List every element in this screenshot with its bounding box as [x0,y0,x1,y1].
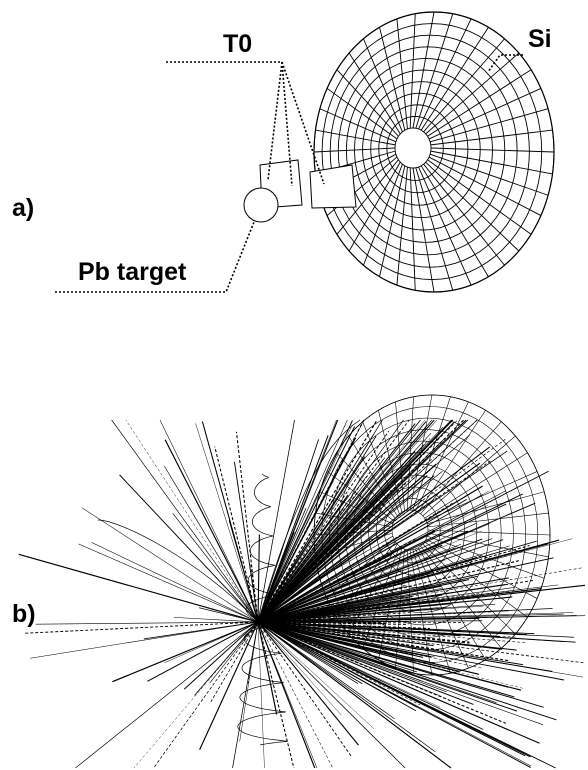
callout-label: Pb target [78,258,187,286]
track [173,514,258,622]
silicon-detector [314,12,554,292]
track [78,544,258,622]
track [164,622,258,663]
target [244,188,278,222]
panel-label: b) [12,600,36,628]
track [36,622,258,624]
panel-label: a) [12,194,34,222]
panel-a: T0 Si Pb target a) [12,12,554,292]
leader-line [166,62,324,186]
callout-label: Si [528,25,552,53]
track [112,420,258,622]
track [75,622,258,768]
track [165,440,258,622]
track [112,622,258,682]
track [236,432,258,622]
track [258,535,259,622]
callout-label: T0 [223,30,252,58]
t0-detector [310,165,356,208]
track [164,466,258,622]
track [200,622,258,750]
panel-b: b) [12,395,585,768]
figure: T0 Si Pb target a) b) [0,0,588,770]
